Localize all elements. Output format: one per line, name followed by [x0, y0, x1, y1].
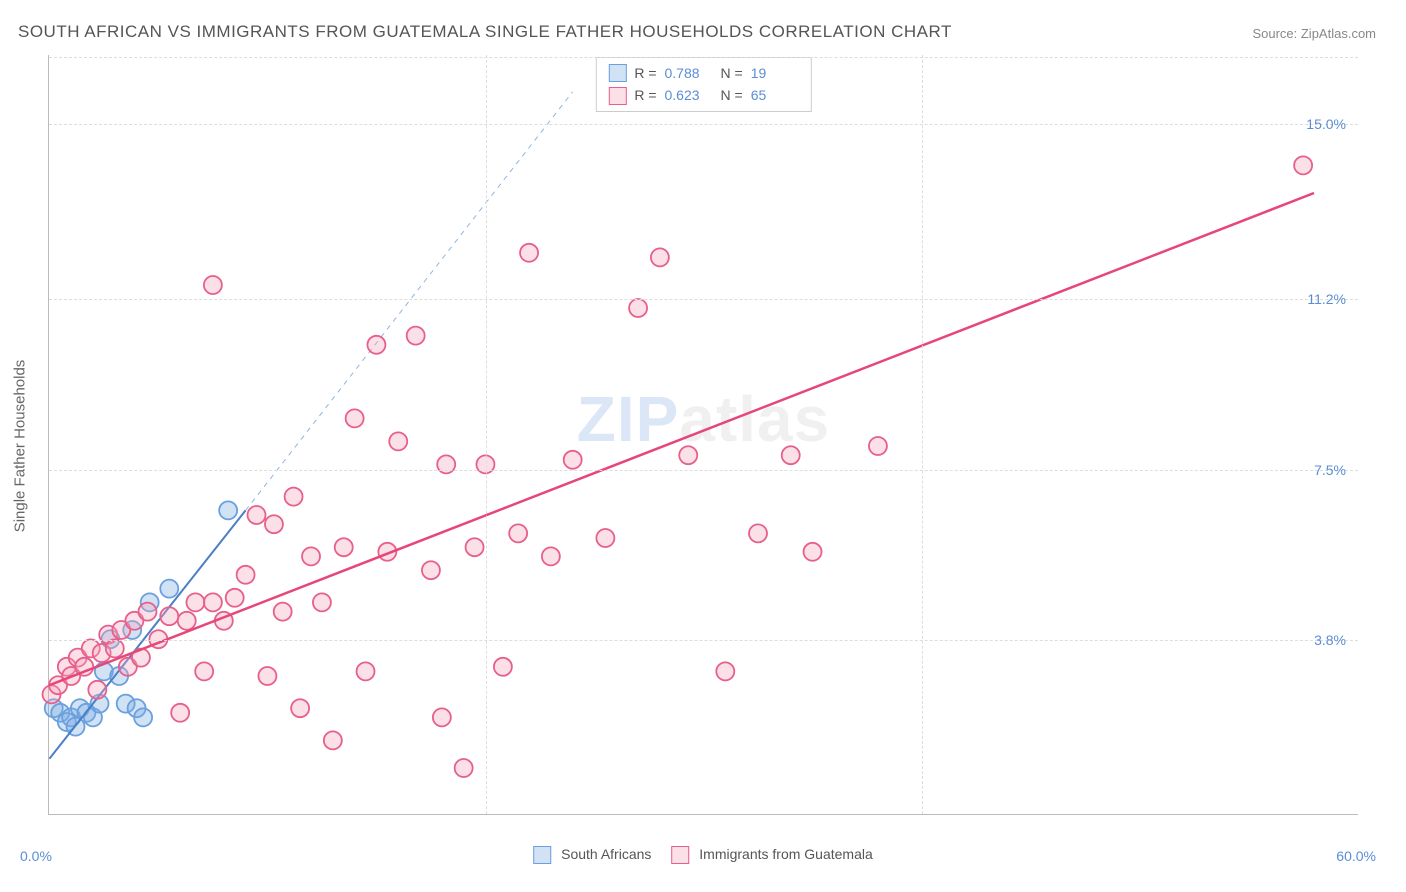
data-point	[335, 538, 353, 556]
grid-v	[922, 55, 923, 814]
data-point	[357, 662, 375, 680]
grid-v	[486, 55, 487, 814]
data-point	[186, 593, 204, 611]
data-point	[804, 543, 822, 561]
data-point	[422, 561, 440, 579]
data-point	[433, 708, 451, 726]
y-tick-label: 15.0%	[1306, 116, 1346, 132]
chart-title: SOUTH AFRICAN VS IMMIGRANTS FROM GUATEMA…	[18, 22, 952, 42]
data-point	[178, 612, 196, 630]
data-point	[1294, 156, 1312, 174]
legend-swatch-icon	[671, 846, 689, 864]
x-origin-label: 0.0%	[20, 848, 52, 864]
grid-h	[49, 470, 1358, 471]
legend-item-0: South Africans	[533, 846, 651, 864]
y-axis-label: Single Father Households	[12, 360, 29, 533]
data-point	[226, 589, 244, 607]
data-point	[171, 704, 189, 722]
data-point	[749, 524, 767, 542]
data-point	[679, 446, 697, 464]
data-point	[204, 593, 222, 611]
data-point	[274, 603, 292, 621]
data-point	[437, 455, 455, 473]
data-point	[520, 244, 538, 262]
y-tick-label: 3.8%	[1314, 632, 1346, 648]
source-label: Source: ZipAtlas.com	[1252, 26, 1376, 41]
data-point	[782, 446, 800, 464]
data-point	[466, 538, 484, 556]
data-point	[651, 248, 669, 266]
x-max-label: 60.0%	[1336, 848, 1376, 864]
data-point	[494, 658, 512, 676]
y-tick-label: 11.2%	[1307, 291, 1346, 307]
data-point	[407, 327, 425, 345]
legend-item-1: Immigrants from Guatemala	[671, 846, 872, 864]
data-point	[285, 488, 303, 506]
grid-h	[49, 299, 1358, 300]
data-point	[542, 547, 560, 565]
data-point	[367, 336, 385, 354]
data-point	[509, 524, 527, 542]
data-point	[204, 276, 222, 294]
data-point	[324, 731, 342, 749]
data-point	[564, 451, 582, 469]
data-point	[313, 593, 331, 611]
legend-swatch-icon	[533, 846, 551, 864]
data-point	[389, 432, 407, 450]
data-point	[134, 708, 152, 726]
data-point	[291, 699, 309, 717]
data-point	[160, 580, 178, 598]
data-point	[106, 639, 124, 657]
data-point	[346, 409, 364, 427]
data-point	[302, 547, 320, 565]
data-point	[219, 501, 237, 519]
data-point	[160, 607, 178, 625]
data-point	[629, 299, 647, 317]
data-point	[258, 667, 276, 685]
plot-area: ZIPatlas R = 0.788 N = 19 R = 0.623 N = …	[48, 55, 1358, 815]
data-point	[596, 529, 614, 547]
data-point	[88, 681, 106, 699]
data-point	[716, 662, 734, 680]
scatter-svg	[49, 55, 1358, 814]
grid-h	[49, 124, 1358, 125]
data-point	[265, 515, 283, 533]
grid-h	[49, 640, 1358, 641]
legend-bottom: South Africans Immigrants from Guatemala	[533, 846, 873, 864]
y-tick-label: 7.5%	[1314, 462, 1346, 478]
data-point	[869, 437, 887, 455]
data-point	[138, 603, 156, 621]
data-point	[248, 506, 266, 524]
data-point	[455, 759, 473, 777]
data-point	[195, 662, 213, 680]
data-point	[237, 566, 255, 584]
